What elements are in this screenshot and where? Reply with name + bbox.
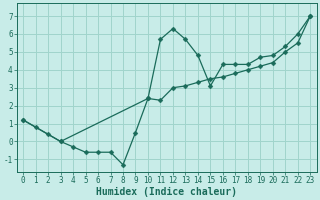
X-axis label: Humidex (Indice chaleur): Humidex (Indice chaleur) [96, 186, 237, 197]
